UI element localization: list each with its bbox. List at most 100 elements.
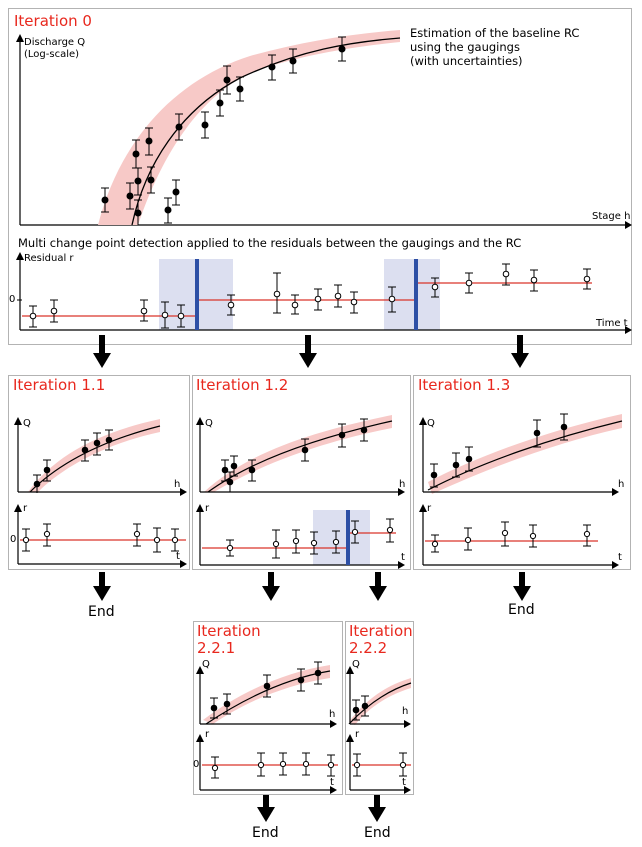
arrow-head — [299, 353, 317, 368]
q-axis-label: Q — [205, 418, 213, 429]
residual-axis-arrow — [196, 504, 204, 512]
r-axis-label: r — [427, 503, 432, 514]
end-label-2-2-1: End — [252, 825, 279, 841]
gauging-point — [101, 187, 109, 213]
iteration-2-2-2-title: Iteration 2.2.2 — [349, 622, 413, 657]
residual-point — [332, 530, 340, 554]
baseline-rating-curve-plot — [16, 30, 632, 229]
h-axis-label: h — [618, 479, 625, 490]
gauging-point — [452, 452, 460, 478]
q-axis-label: Q — [427, 418, 435, 429]
gauging-point — [132, 139, 140, 169]
gaugings — [33, 429, 113, 493]
arrow-head — [257, 807, 275, 822]
residual-point — [161, 301, 169, 329]
arrow-shaft — [519, 572, 525, 588]
time-axis-arrow — [398, 561, 405, 569]
residual-point — [431, 534, 439, 553]
gauging-point — [230, 455, 238, 477]
t-axis-label: t — [402, 777, 406, 788]
residual-point — [227, 294, 235, 316]
residual-point — [334, 284, 342, 308]
t-axis-label: t — [176, 551, 180, 562]
rating-curve — [427, 420, 623, 491]
residual-point — [530, 269, 538, 292]
gauging-point — [465, 446, 473, 472]
residual-point — [302, 752, 310, 776]
gauging-point — [248, 459, 256, 482]
residual-point — [279, 752, 287, 776]
gauging-point — [134, 199, 142, 225]
gauging-point — [338, 36, 346, 62]
x-axis-arrow — [398, 488, 405, 496]
residual-point — [291, 294, 299, 315]
end-label-2-2-2: End — [364, 825, 391, 841]
gauging-point — [221, 459, 229, 482]
arrow-shaft — [517, 335, 523, 355]
r-axis-label: r — [355, 729, 360, 740]
zero-tick-label: 0 — [10, 534, 17, 545]
time-axis-arrow — [180, 560, 187, 568]
residual-point — [386, 518, 394, 543]
residual-point — [529, 524, 537, 548]
y-axis-arrow — [14, 417, 22, 425]
gauging-point — [301, 438, 309, 462]
arrow-head — [93, 586, 111, 601]
residual-point — [177, 304, 185, 328]
residual-point — [314, 288, 322, 311]
gauging-point — [81, 439, 89, 462]
residual-point — [431, 277, 439, 298]
arrow-shaft — [99, 572, 105, 588]
q-axis-label: Q — [352, 659, 360, 670]
residual-point — [310, 531, 318, 555]
iteration-1-3-title: Iteration 1.3 — [418, 376, 511, 394]
residual-axis-arrow — [419, 504, 427, 512]
h-axis-label: h — [402, 706, 409, 717]
q-axis-label: Q — [23, 418, 31, 429]
gauging-point — [210, 697, 218, 719]
gauging-point — [560, 413, 568, 441]
gauging-point — [175, 113, 183, 141]
gauging-point — [352, 699, 360, 721]
y-axis-label: Discharge Q (Log-scale) — [24, 37, 86, 60]
arrow-shaft — [268, 572, 274, 588]
x-axis-arrow — [404, 720, 411, 728]
t-axis-label: t — [401, 552, 405, 563]
arrow-shaft — [305, 335, 311, 355]
gauging-point — [33, 474, 41, 493]
h-axis-label: h — [399, 479, 406, 490]
time-axis-arrow — [625, 326, 632, 334]
rating-curve — [207, 420, 393, 493]
gauging-point — [430, 463, 438, 488]
residual-point — [353, 753, 361, 777]
gauging-point — [172, 179, 180, 206]
y-axis-arrow — [346, 666, 354, 674]
gauging-point — [164, 197, 172, 224]
gaugings — [430, 413, 568, 488]
residual-axis-arrow — [346, 734, 354, 742]
baseline-description: Estimation of the baseline RC using the … — [410, 26, 580, 68]
residual-point — [29, 305, 37, 328]
residuals — [226, 518, 394, 559]
gauging-point — [93, 432, 101, 456]
t-axis-label: t — [618, 552, 622, 563]
zero-tick-label: 0 — [193, 759, 200, 770]
x-axis-arrow — [180, 488, 187, 496]
gauging-point — [268, 54, 276, 81]
y-axis-arrow — [196, 417, 204, 425]
residual-point — [465, 272, 473, 294]
residual-axis-arrow — [14, 504, 22, 512]
residual-point — [501, 521, 509, 547]
change-point-uncertainty — [384, 259, 440, 330]
gauging-point — [223, 693, 231, 715]
gauging-point — [43, 459, 51, 482]
arrow-head — [368, 807, 386, 822]
gauging-point — [223, 65, 231, 95]
gaugings — [221, 418, 368, 492]
gauging-point — [289, 48, 297, 74]
uncertainty-band — [28, 419, 160, 492]
residual-point — [211, 756, 219, 779]
end-label-1-3: End — [508, 602, 535, 618]
